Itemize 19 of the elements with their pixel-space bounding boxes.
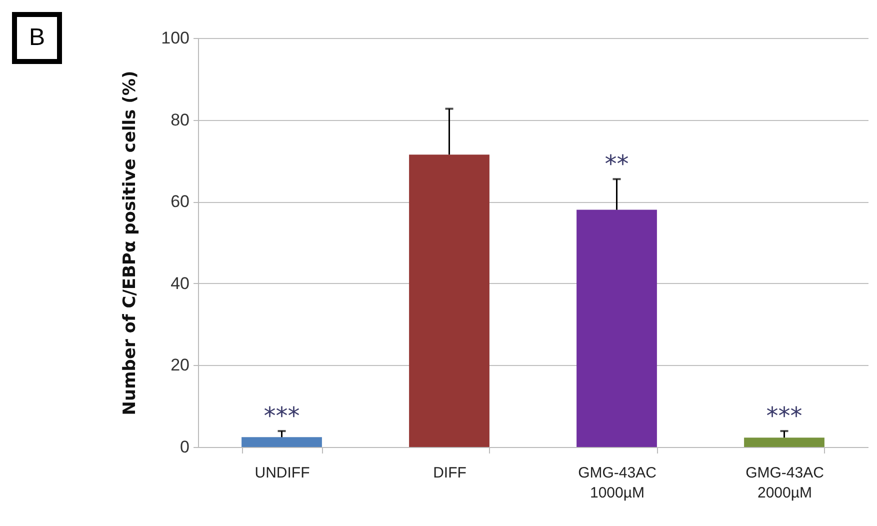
y-axis-title: Number of C/EBPα positive cells (%) — [120, 70, 140, 416]
bar — [409, 154, 490, 447]
y-tick-label: 100 — [161, 28, 190, 48]
annotation: *** — [264, 402, 300, 430]
y-tick-label: 20 — [170, 356, 190, 375]
text: B — [12, 12, 62, 64]
x-tick-label: GMG-43AC 2000µM — [746, 464, 824, 502]
bar — [242, 437, 322, 447]
y-tick-label: 60 — [170, 192, 190, 212]
x-tick-label: GMG-43AC 1000µM — [578, 464, 657, 502]
bar — [744, 438, 824, 447]
y-tick-label: 40 — [170, 274, 190, 293]
y-tick-label: 80 — [170, 110, 190, 130]
x-tick-label: UNDIFF — [254, 464, 310, 482]
annotation: *** — [766, 402, 802, 430]
annotation: ** — [604, 150, 629, 178]
bar — [576, 210, 657, 447]
y-tick-label: 0 — [180, 438, 190, 456]
x-tick-label: DIFF — [433, 464, 466, 482]
